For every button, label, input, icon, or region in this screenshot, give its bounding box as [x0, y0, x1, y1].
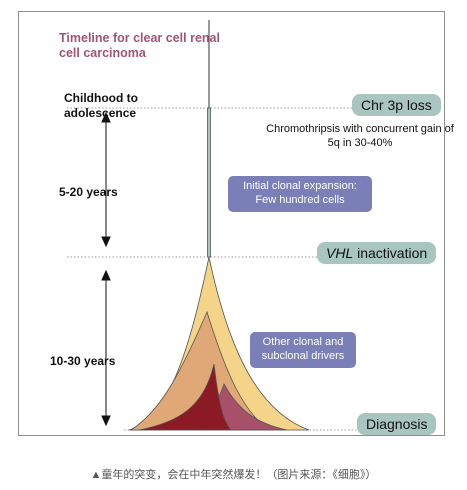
period-arrow-1	[101, 111, 111, 248]
timeline-diagram	[67, 20, 391, 431]
clone-stem-bar	[207, 107, 211, 258]
diagram-title: Timeline for clear cell renal cell carci…	[59, 31, 220, 60]
vhl-gene-name: VHL	[326, 245, 354, 261]
initial-expansion-box: Initial clonal expansion: Few hundred ce…	[228, 176, 372, 212]
stage-label: Childhood to adolescence	[64, 91, 138, 120]
event-vhl-inactivation: VHL inactivation	[317, 242, 437, 264]
clone-left-shape	[138, 363, 232, 431]
event-diagnosis: Diagnosis	[357, 413, 437, 435]
period-label-1: 5-20 years	[59, 185, 118, 199]
event-chr3p-loss: Chr 3p loss	[352, 94, 441, 116]
figure-caption: ▲童年的突变，会在中年突然爆发！（图片来源：《细胞》）	[90, 469, 377, 481]
period-arrow-2	[101, 269, 111, 427]
chromothripsis-note: Chromothripsis with concurrent gain of 5…	[266, 123, 454, 149]
figure-frame: Timeline for clear cell renal cell carci…	[18, 11, 454, 436]
vhl-event-text: inactivation	[353, 245, 428, 261]
other-drivers-box: Other clonal and subclonal drivers	[250, 332, 356, 368]
period-label-2: 10-30 years	[50, 354, 116, 368]
